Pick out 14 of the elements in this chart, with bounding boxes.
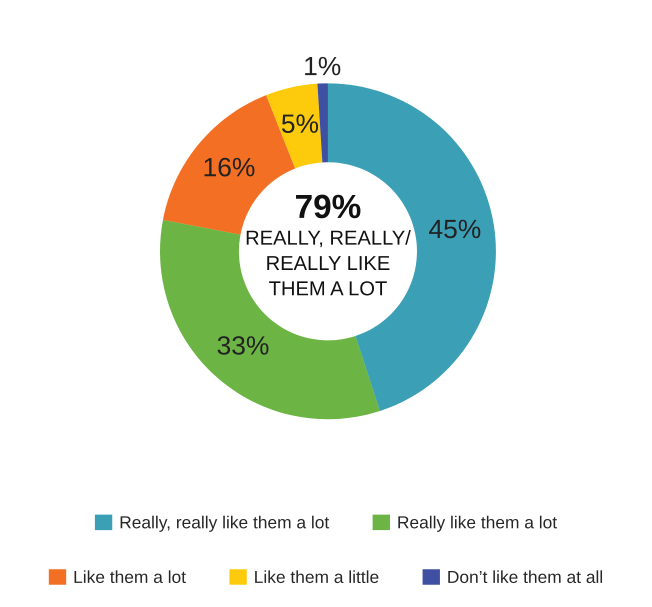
legend-label: Really like them a lot xyxy=(398,516,557,532)
legend-label: Really, really like them a lot xyxy=(120,516,330,532)
donut-slice xyxy=(266,84,322,169)
legend-label: Like them a lot xyxy=(74,570,186,584)
data-label: 45% xyxy=(429,220,480,238)
data-label: 5% xyxy=(282,114,318,133)
data-label: 16% xyxy=(204,158,254,176)
data-label: 33% xyxy=(218,336,268,355)
text: 79% xyxy=(296,194,360,218)
data-label: 1% xyxy=(305,56,340,76)
legend-label: Don’t like them at all xyxy=(448,570,602,584)
legend-label: Like them a little xyxy=(255,570,378,584)
donut-slice xyxy=(317,83,328,162)
text: REALLY, REALLY/ REALLY LIKE THEM A LOT xyxy=(246,230,411,296)
